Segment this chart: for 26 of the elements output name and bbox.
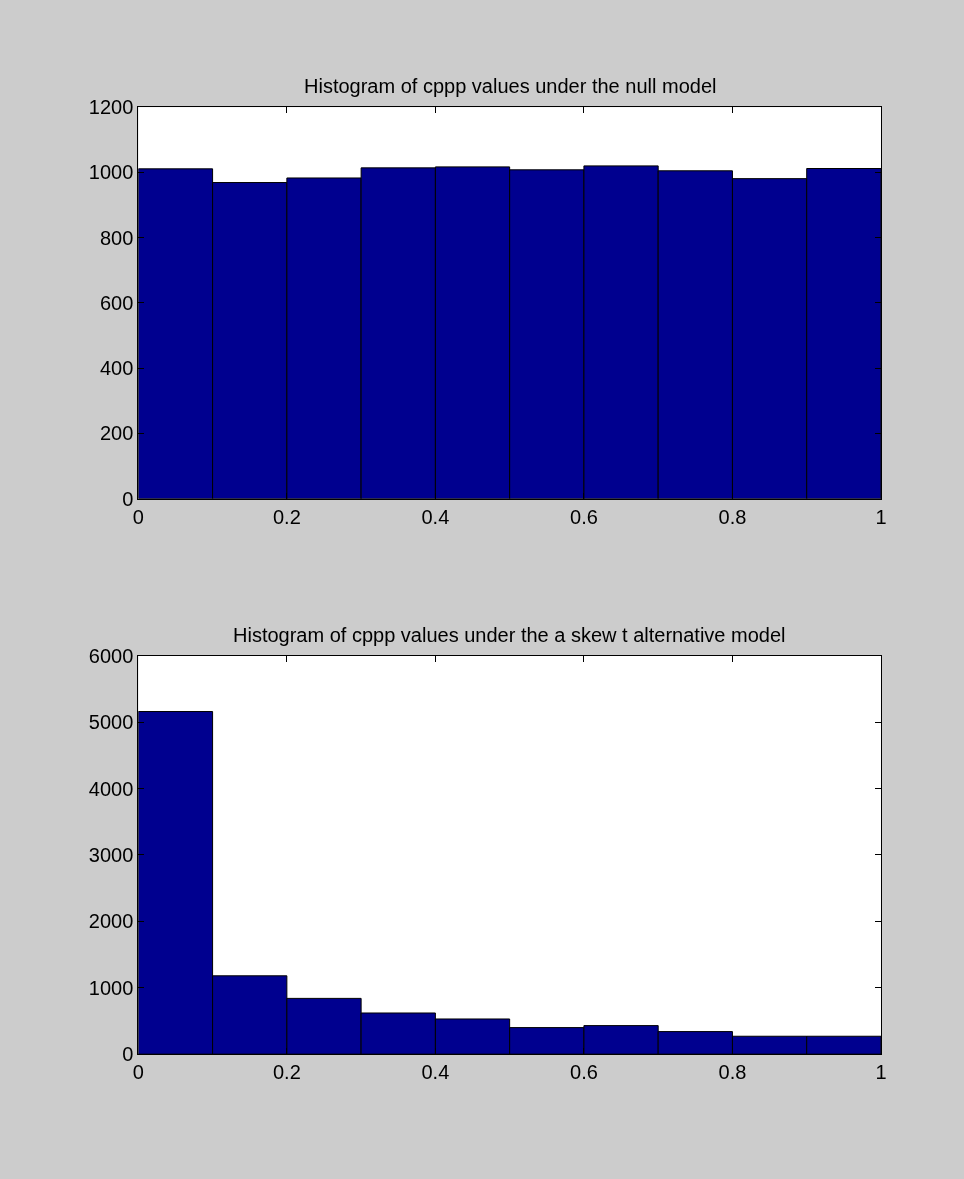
y-tick-label: 5000 [88, 711, 134, 734]
x-tick-label: 0.4 [421, 1061, 450, 1084]
x-tick-label: 0.6 [570, 1061, 598, 1084]
y-tick-label: 0 [122, 487, 134, 510]
y-tick-label: 400 [99, 357, 134, 380]
x-tick-label: 0.8 [718, 505, 747, 528]
y-tick-label: 1000 [88, 161, 134, 184]
x-tick-label: 0.2 [272, 505, 301, 528]
y-tick-label: 200 [99, 422, 134, 445]
x-tick-label: 0.2 [272, 1061, 301, 1084]
y-tick-label: 600 [99, 291, 134, 314]
y-tick-label: 6000 [88, 644, 134, 667]
y-tick-label: 800 [99, 226, 134, 249]
x-tick-label: 0.8 [718, 1061, 747, 1084]
chart-title: Histogram of cppp values under the null model [304, 75, 717, 97]
y-tick-label: 1200 [88, 96, 134, 119]
x-tick-label: 0.6 [570, 505, 598, 528]
y-tick-label: 1000 [88, 976, 134, 999]
x-tick-label: 1 [875, 505, 887, 528]
y-tick-label: 3000 [88, 843, 134, 866]
x-tick-label: 1 [875, 1061, 887, 1084]
chart-title: Histogram of cppp values under the a skew t alternative model [233, 624, 786, 646]
x-tick-label: 0.4 [421, 505, 450, 528]
y-tick-label: 2000 [88, 910, 134, 933]
y-tick-label: 4000 [88, 777, 134, 800]
y-tick-label: 0 [122, 1043, 134, 1066]
